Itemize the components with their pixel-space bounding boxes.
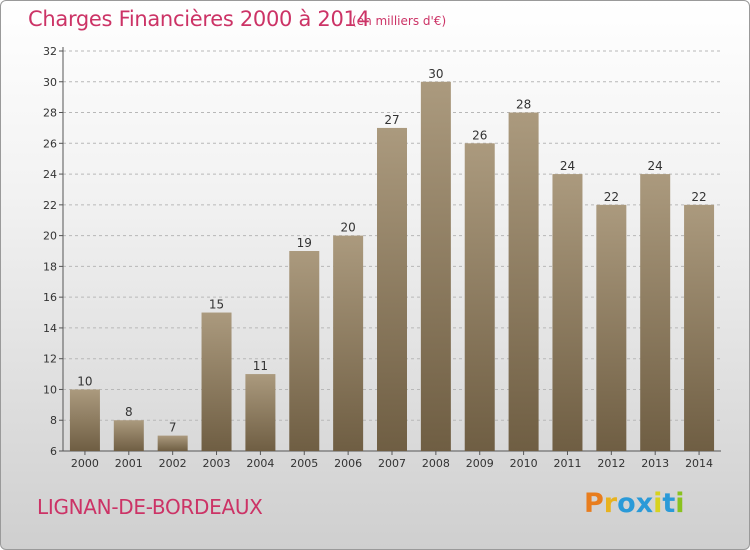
bar-2001: [113, 420, 144, 451]
y-tick-label: 6: [50, 445, 57, 458]
data-label-2009: 26: [472, 128, 487, 142]
bar-2003: [201, 312, 232, 451]
logo-letter: r: [603, 488, 618, 519]
data-label-2006: 20: [340, 221, 355, 235]
data-label-2000: 10: [77, 374, 92, 388]
x-tick-label-2014: 2014: [685, 457, 713, 470]
bar-2011: [552, 174, 583, 452]
data-label-2005: 19: [297, 236, 312, 250]
chart-title: Charges Financières 2000 à 2014: [28, 7, 370, 31]
y-tick-label: 18: [43, 260, 57, 273]
x-tick-label-2006: 2006: [334, 457, 362, 470]
y-tick-label: 8: [50, 414, 57, 427]
bar-2008: [420, 81, 451, 452]
x-tick-label-2000: 2000: [71, 457, 99, 470]
x-tick-label-2011: 2011: [553, 457, 581, 470]
y-tick-label: 30: [43, 76, 57, 89]
labels: 6 8 10 12 14 16 18 20 22 24 26 28 30 32 10 2000 8 2001 7 20…: [43, 45, 713, 470]
x-tick-label-2012: 2012: [597, 457, 625, 470]
data-label-2003: 15: [209, 298, 224, 312]
x-tick-label-2009: 2009: [466, 457, 494, 470]
bar-2007: [377, 127, 407, 451]
bars: [69, 81, 715, 452]
data-label-2011: 24: [560, 159, 575, 173]
data-label-2008: 30: [428, 67, 443, 81]
bar-2004: [245, 374, 276, 451]
y-tick-label: 28: [43, 107, 57, 120]
y-tick-label: 24: [43, 168, 57, 181]
x-tick-label-2008: 2008: [422, 457, 450, 470]
bar-2000: [69, 389, 100, 451]
logo-letter: t: [662, 488, 676, 519]
data-label-2012: 22: [604, 190, 619, 204]
x-tick-label-2007: 2007: [378, 457, 406, 470]
data-label-2014: 22: [691, 190, 706, 204]
x-tick-label-2002: 2002: [159, 457, 187, 470]
bar-2010: [508, 112, 539, 452]
data-label-2002: 7: [169, 421, 177, 435]
bar-2012: [596, 204, 627, 451]
logo-letter: x: [635, 488, 654, 519]
logo-letter: i: [675, 488, 685, 519]
data-label-2004: 11: [253, 359, 268, 373]
chart-subtitle: (en milliers d'€): [352, 14, 447, 28]
y-tick-label: 10: [43, 383, 57, 396]
y-tick-label: 14: [43, 322, 57, 335]
logo-letter: i: [653, 488, 663, 519]
x-tick-label-2003: 2003: [203, 457, 231, 470]
y-tick-label: 20: [43, 230, 57, 243]
y-tick-label: 22: [43, 199, 57, 212]
x-tick-label-2001: 2001: [115, 457, 143, 470]
logo-letter: P: [584, 488, 604, 519]
data-label-2001: 8: [125, 405, 133, 419]
city-name: LIGNAN-DE-BORDEAUX: [37, 495, 263, 519]
bar-2009: [464, 143, 495, 452]
bar-2006: [333, 235, 364, 451]
y-tick-label: 32: [43, 45, 57, 58]
y-tick-label: 12: [43, 353, 57, 366]
proxiti-logo[interactable]: Proxiti: [584, 488, 685, 519]
logo-letter: o: [617, 488, 636, 519]
data-label-2007: 27: [384, 113, 399, 127]
data-label-2010: 28: [516, 98, 531, 112]
x-tick-label-2010: 2010: [510, 457, 538, 470]
bar-2014: [684, 204, 715, 451]
x-tick-label-2013: 2013: [641, 457, 669, 470]
bar-2005: [289, 251, 320, 451]
x-tick-label-2005: 2005: [290, 457, 318, 470]
y-tick-label: 16: [43, 291, 57, 304]
y-tick-label: 26: [43, 137, 57, 150]
data-label-2013: 24: [648, 159, 663, 173]
bar-2013: [640, 174, 671, 452]
x-tick-label-2004: 2004: [246, 457, 274, 470]
bar-2002: [157, 435, 188, 451]
